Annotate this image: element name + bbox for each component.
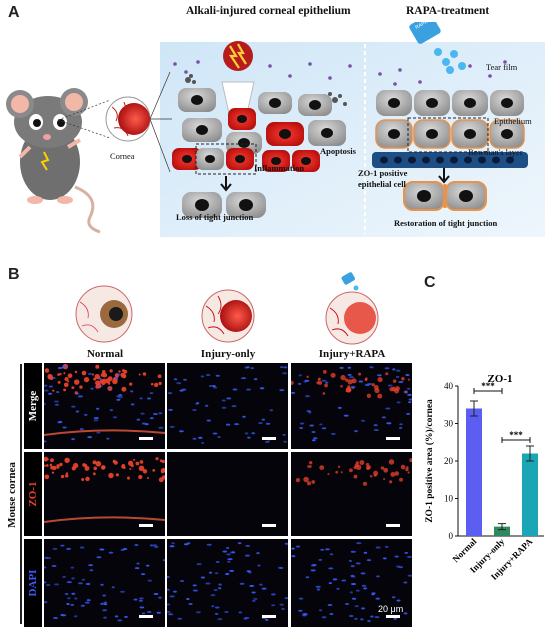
row-label-merge: Merge: [27, 390, 39, 422]
detail-arrow-left: [220, 176, 232, 192]
column-header-normal: Normal: [86, 348, 124, 360]
pointer-line: [57, 119, 111, 139]
detail-box-right: [407, 117, 489, 153]
micrograph-zo1-injury-rapa: [291, 452, 412, 536]
row-label-merge-box: Merge: [24, 363, 42, 449]
detail-box-left: [195, 143, 257, 175]
micrograph-zo1-injury-only: [167, 452, 288, 536]
panel-letter-b: B: [8, 266, 20, 283]
label-epithelium: Epithelium: [494, 116, 532, 126]
y-tick-label: 10: [444, 494, 454, 504]
healthy-epithelium-top-row: [376, 90, 524, 116]
label-apoptosis: Apoptosis: [320, 146, 356, 156]
row-bracket: [20, 364, 22, 624]
row-label-dapi-box: DAPI: [24, 539, 42, 627]
scale-bar-label: 20 μm: [378, 604, 404, 614]
scale-bar: [262, 524, 276, 527]
label-epithelial-cell: epithelial cell: [358, 179, 406, 189]
panel-a-illustration: [6, 22, 545, 237]
row-label-zo1-box: ZO-1: [24, 452, 42, 536]
row-label-zo1: ZO-1: [27, 481, 39, 507]
label-zo1-positive: ZO-1 positive: [358, 168, 408, 178]
panel-letter-c: C: [424, 274, 436, 291]
y-tick-label: 0: [449, 531, 454, 541]
label-inflammation: Inflammation: [254, 163, 305, 173]
scale-bar: [262, 615, 276, 618]
injured-epithelium-bottom-row: [172, 148, 320, 172]
panel-a-title-right: RAPA-treatment: [406, 5, 490, 17]
panel-letter-a: A: [8, 4, 20, 21]
y-tick-label: 30: [444, 419, 454, 429]
normal-eye-icon: [75, 285, 133, 343]
rapa-bottle-icon: [409, 22, 466, 74]
bar-normal: [466, 408, 482, 536]
molecule-dots-icon: [173, 60, 507, 86]
scale-bar: [386, 615, 400, 618]
scale-bar: [139, 524, 153, 527]
label-restoration-of-tight-junction: Restoration of tight junction: [394, 218, 498, 228]
bowman-layer-row: [372, 152, 528, 168]
detail-arrow-right: [438, 168, 450, 184]
column-header-injury-only: Injury-only: [200, 348, 256, 360]
label-cornea: Cornea: [110, 151, 135, 161]
micrograph-merge-injury-only: [167, 363, 288, 449]
micrograph-merge-normal: [44, 363, 165, 449]
y-tick-label: 40: [444, 381, 454, 391]
healthy-epithelium-middle-row: [375, 119, 525, 149]
mouse-cornea-text: Mouse cornea: [6, 462, 18, 528]
injured-epithelium-top-row: [178, 88, 332, 130]
mouse-cornea-label: Mouse cornea: [4, 362, 20, 628]
micrograph-merge-injury-rapa: [291, 363, 412, 449]
micrograph-dapi-normal: [44, 539, 165, 627]
injured-eye-icon-b: [201, 289, 255, 343]
panel-a-title-left: Alkali-injured corneal epithelium: [186, 5, 351, 17]
treated-eye-icon: [325, 272, 379, 345]
scale-bar: [386, 437, 400, 440]
scale-bar: [386, 524, 400, 527]
mouse-icon: [6, 88, 101, 234]
scale-bar: [262, 437, 276, 440]
significance-label: ***: [481, 381, 495, 391]
y-tick-label: 20: [444, 456, 454, 466]
label-bowman-layer: Bowman's layer: [468, 147, 523, 157]
micrograph-dapi-injury-only: [167, 539, 288, 627]
injured-eye-icon: [105, 71, 172, 173]
pointer-line: [57, 99, 111, 121]
micrograph-dapi-injury-rapa: [291, 539, 412, 627]
label-tear-film: Tear film: [486, 62, 518, 72]
micrograph-zo1-normal: [44, 452, 165, 536]
bar-injury-rapa: [522, 453, 538, 536]
chart-title: ZO-1: [487, 373, 512, 385]
panel-b-eyes: [75, 272, 379, 345]
label-loss-of-tight-junction: Loss of tight junction: [176, 212, 254, 222]
apoptosis-clusters: [185, 74, 347, 106]
significance-label: ***: [509, 430, 523, 440]
alkali-lightning-icon: [223, 41, 253, 71]
y-axis-label: ZO-1 positive area (%)/cornea: [424, 399, 435, 523]
loss-junction-detail: [182, 192, 266, 218]
restored-junction-detail: [403, 181, 487, 211]
row-label-dapi: DAPI: [27, 569, 39, 597]
scale-bar: [139, 615, 153, 618]
zo1-bar-chart: ZO-1 0 10 20 30 40 ZO-1 positive area (%)/corn…: [424, 373, 544, 582]
injured-epithelium-middle-row: [182, 118, 346, 154]
bar-injury-only: [494, 526, 510, 536]
scale-bar: [139, 437, 153, 440]
column-header-injury-rapa: Injury+RAPA: [318, 348, 386, 360]
